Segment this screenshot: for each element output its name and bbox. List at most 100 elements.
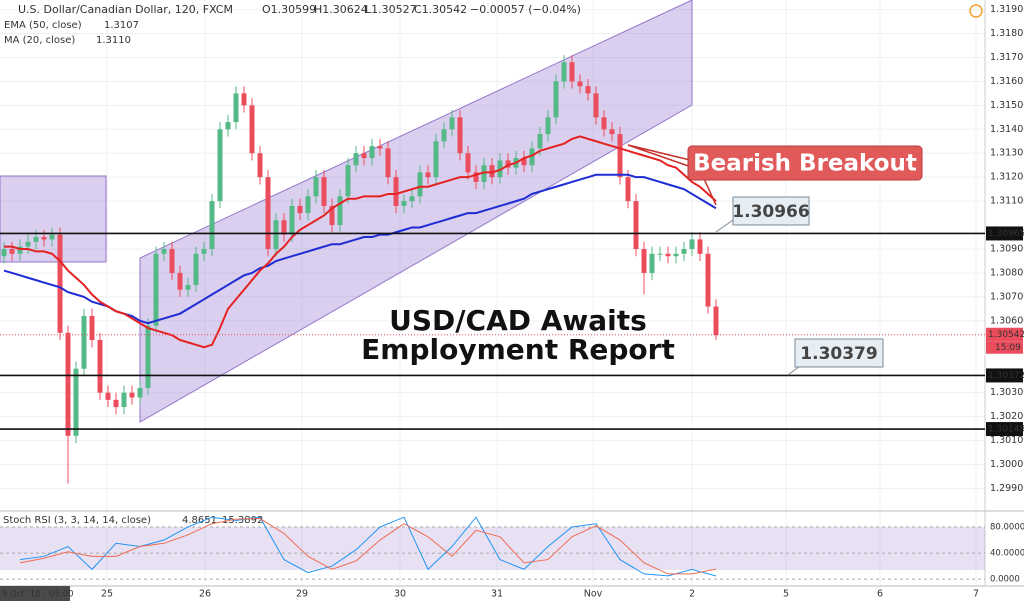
candle-body <box>409 196 415 202</box>
candle-body <box>657 253 663 255</box>
candle-body <box>225 122 231 130</box>
candle-body <box>345 165 351 197</box>
level-label: 1.30965 <box>988 229 1024 239</box>
x-tick-label: 30 <box>394 589 406 600</box>
candle-body <box>545 117 551 135</box>
candle-body <box>633 201 639 250</box>
candle-body <box>297 205 303 214</box>
candle-body <box>305 196 311 214</box>
y-tick-label: 1.30000 <box>990 459 1024 470</box>
x-tick-label: 19 Oct '18 - 05:00 <box>0 590 74 600</box>
x-label-badge <box>0 586 70 601</box>
candle-body <box>153 253 159 326</box>
candle-body <box>41 237 47 240</box>
candle-body <box>609 129 615 135</box>
candle-body <box>17 246 23 254</box>
callout: 1.30966 <box>732 202 809 222</box>
candle-body <box>521 158 527 166</box>
candle-body <box>393 177 399 206</box>
y-tick-label: 1.30300 <box>990 387 1024 398</box>
candle-body <box>713 306 719 336</box>
candle-body <box>601 117 607 130</box>
candle-body <box>329 205 335 226</box>
indicator-tick-label: 80.0000 <box>990 522 1024 532</box>
candle-body <box>433 141 439 178</box>
candle-body <box>561 62 567 82</box>
ohlc-close: C1.30542 <box>414 3 467 16</box>
alert-icon[interactable] <box>969 4 983 18</box>
indicator-tick-label: 40.0000 <box>990 549 1024 559</box>
y-tick-label: 1.31300 <box>990 148 1024 159</box>
y-tick-label: 1.30700 <box>990 291 1024 302</box>
candle-body <box>473 172 479 182</box>
candle-body <box>337 196 343 226</box>
candle-body <box>641 249 647 273</box>
y-tick-label: 1.31800 <box>990 28 1024 39</box>
candle-body <box>233 93 239 123</box>
candle-body <box>9 249 15 254</box>
candle-body <box>697 239 703 254</box>
k-value: 4.8651 <box>182 515 217 526</box>
x-tick-label: 29 <box>296 589 308 600</box>
candle-body <box>81 316 87 369</box>
candle-body <box>465 153 471 173</box>
last-price-label: 1.30542 <box>988 330 1024 340</box>
candle-body <box>113 399 119 408</box>
candle-body <box>369 146 375 159</box>
candle-body <box>249 105 255 154</box>
candle-body <box>577 81 583 87</box>
last-price-badge <box>986 327 1023 342</box>
y-tick-label: 1.29900 <box>990 483 1024 494</box>
y-tick-label: 1.31100 <box>990 196 1024 207</box>
candle-body <box>385 148 391 178</box>
countdown: 15:09 <box>995 343 1021 353</box>
y-tick-label: 1.31400 <box>990 124 1024 135</box>
candle-body <box>169 249 175 273</box>
callout: 1.30379 <box>800 344 877 364</box>
y-tick-label: 1.31700 <box>990 52 1024 63</box>
callout-box <box>794 338 884 368</box>
ohlc-high: H1.30624 <box>314 3 368 16</box>
countdown-badge <box>986 341 1023 354</box>
plot <box>1 55 719 484</box>
breakout-pointer <box>627 144 717 206</box>
candle-body <box>321 177 327 206</box>
ohlc-low: L1.30527 <box>365 3 417 16</box>
y-tick-label: 1.31500 <box>990 100 1024 111</box>
candle-body <box>177 272 183 290</box>
y-tick-label: 1.30100 <box>990 435 1024 446</box>
candle-body <box>377 146 383 149</box>
candle-body <box>49 234 55 240</box>
ohlc-change: −0.00057 (−0.04%) <box>470 3 581 16</box>
ohlc-open: O1.30599 <box>262 3 316 16</box>
candle-body <box>65 332 71 436</box>
x-tick-label: 7 <box>973 589 979 600</box>
candle-body <box>361 153 367 159</box>
candle-body <box>33 237 39 242</box>
x-tick-label: 26 <box>199 589 211 600</box>
candle-body <box>665 253 671 257</box>
candle-body <box>617 134 623 178</box>
chart-legend: U.S. Dollar/Canadian Dollar, 120, FXCM O… <box>3 3 581 526</box>
y-tick-label: 1.31600 <box>990 76 1024 87</box>
y-tick-label: 1.31200 <box>990 172 1024 183</box>
range-box <box>0 175 107 263</box>
indicator-band <box>0 526 985 570</box>
candle-body <box>137 387 143 398</box>
ma-legend: MA (20, close) <box>4 35 75 46</box>
candle-body <box>121 392 127 408</box>
x-tick-label: 2 <box>689 589 695 600</box>
candle-body <box>89 316 95 340</box>
candle-body <box>161 249 167 254</box>
candle-body <box>265 177 271 250</box>
indicator-legend: Stoch RSI (3, 3, 14, 14, close) <box>3 515 151 526</box>
candle-body <box>449 117 455 130</box>
candle-body <box>185 284 191 290</box>
candle-body <box>649 253 655 273</box>
callout-pointer <box>715 219 734 233</box>
candle-body <box>289 205 295 235</box>
candle-body <box>569 62 575 82</box>
d-value: 15.3892 <box>222 515 263 526</box>
chart-title: Employment Report <box>361 333 675 366</box>
annotation-box <box>687 145 923 181</box>
